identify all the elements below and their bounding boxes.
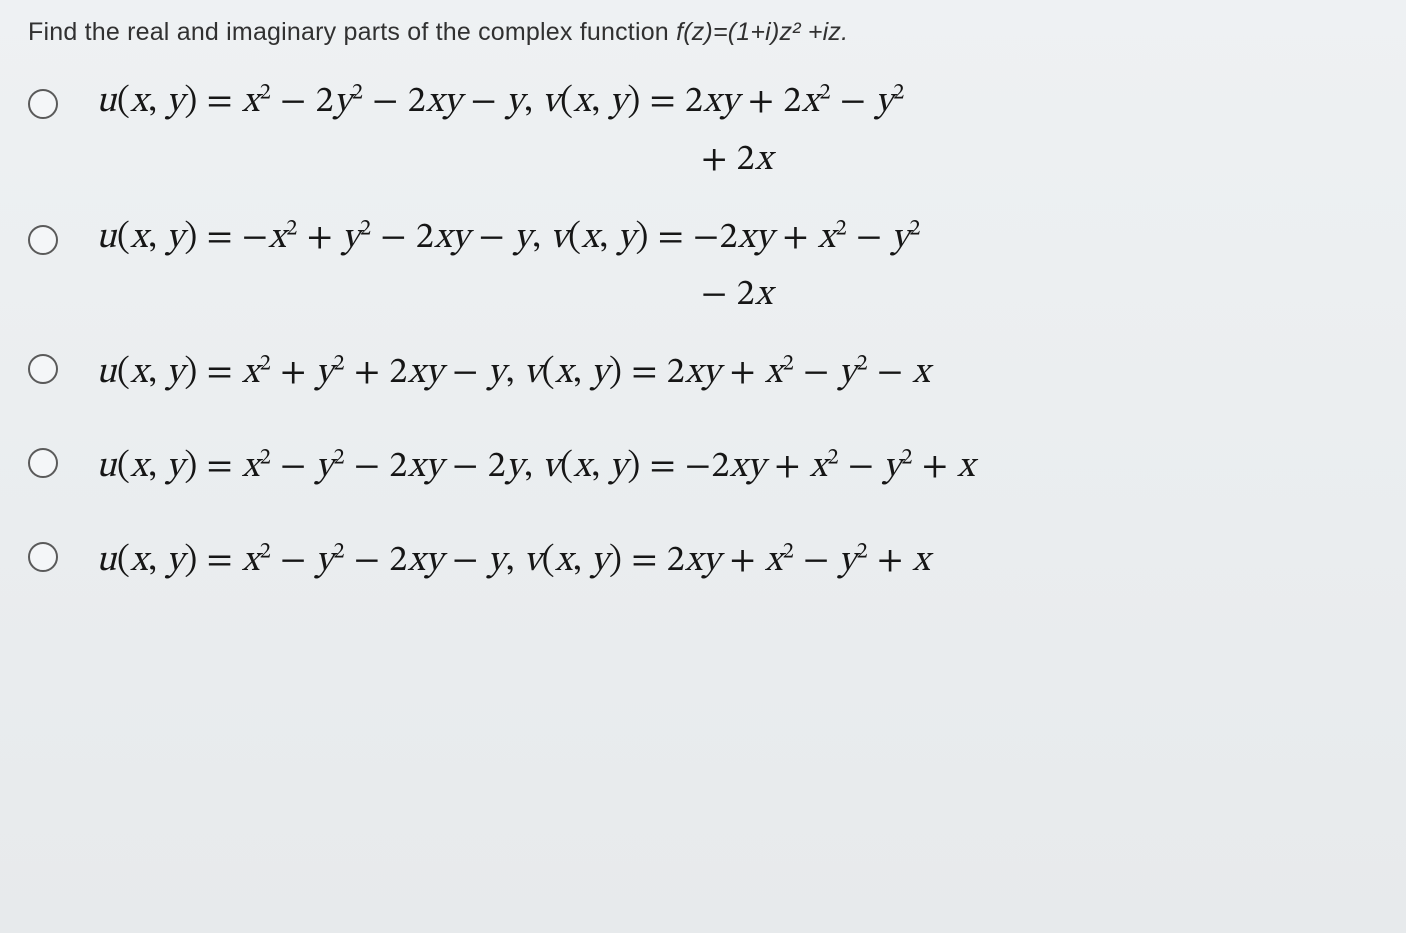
radio-c[interactable] <box>28 354 58 384</box>
option-a-math: u(x, y) = x2 − 2y2 − 2xy − y, v(x, y) = … <box>96 75 1378 189</box>
options-group: u(x, y) = x2 − 2y2 − 2xy − y, v(x, y) = … <box>28 75 1378 590</box>
option-b-line2: − 2x <box>96 268 1378 324</box>
option-b[interactable]: u(x, y) = −x2 + y2 − 2xy − y, v(x, y) = … <box>28 211 1378 325</box>
option-d-line1: u(x, y) = x2 − y2 − 2xy − 2y, v(x, y) = … <box>96 449 975 485</box>
option-c[interactable]: u(x, y) = x2 + y2 + 2xy − y, v(x, y) = 2… <box>28 346 1378 402</box>
question-text: Find the real and imaginary parts of the… <box>28 18 1378 47</box>
option-d[interactable]: u(x, y) = x2 − y2 − 2xy − 2y, v(x, y) = … <box>28 440 1378 496</box>
option-b-line1: u(x, y) = −x2 + y2 − 2xy − y, v(x, y) = … <box>96 220 921 256</box>
option-a-line1: u(x, y) = x2 − 2y2 − 2xy − y, v(x, y) = … <box>96 84 905 120</box>
radio-e[interactable] <box>28 542 58 572</box>
option-c-math: u(x, y) = x2 + y2 + 2xy − y, v(x, y) = 2… <box>96 346 1378 402</box>
radio-d[interactable] <box>28 448 58 478</box>
option-b-math: u(x, y) = −x2 + y2 − 2xy − y, v(x, y) = … <box>96 211 1378 325</box>
option-e-math: u(x, y) = x2 − y2 − 2xy − y, v(x, y) = 2… <box>96 534 1378 590</box>
question-prefix: Find the real and imaginary parts of the… <box>28 18 676 46</box>
question-function: f(z)=(1+i)z² +iz. <box>676 18 848 46</box>
quiz-page: Find the real and imaginary parts of the… <box>0 0 1406 933</box>
option-d-math: u(x, y) = x2 − y2 − 2xy − 2y, v(x, y) = … <box>96 440 1378 496</box>
option-c-line1: u(x, y) = x2 + y2 + 2xy − y, v(x, y) = 2… <box>96 355 930 391</box>
option-a[interactable]: u(x, y) = x2 − 2y2 − 2xy − y, v(x, y) = … <box>28 75 1378 189</box>
option-e-line1: u(x, y) = x2 − y2 − 2xy − y, v(x, y) = 2… <box>96 543 930 579</box>
radio-b[interactable] <box>28 225 58 255</box>
radio-a[interactable] <box>28 89 58 119</box>
option-a-line2: + 2x <box>96 133 1378 189</box>
option-e[interactable]: u(x, y) = x2 − y2 − 2xy − y, v(x, y) = 2… <box>28 534 1378 590</box>
